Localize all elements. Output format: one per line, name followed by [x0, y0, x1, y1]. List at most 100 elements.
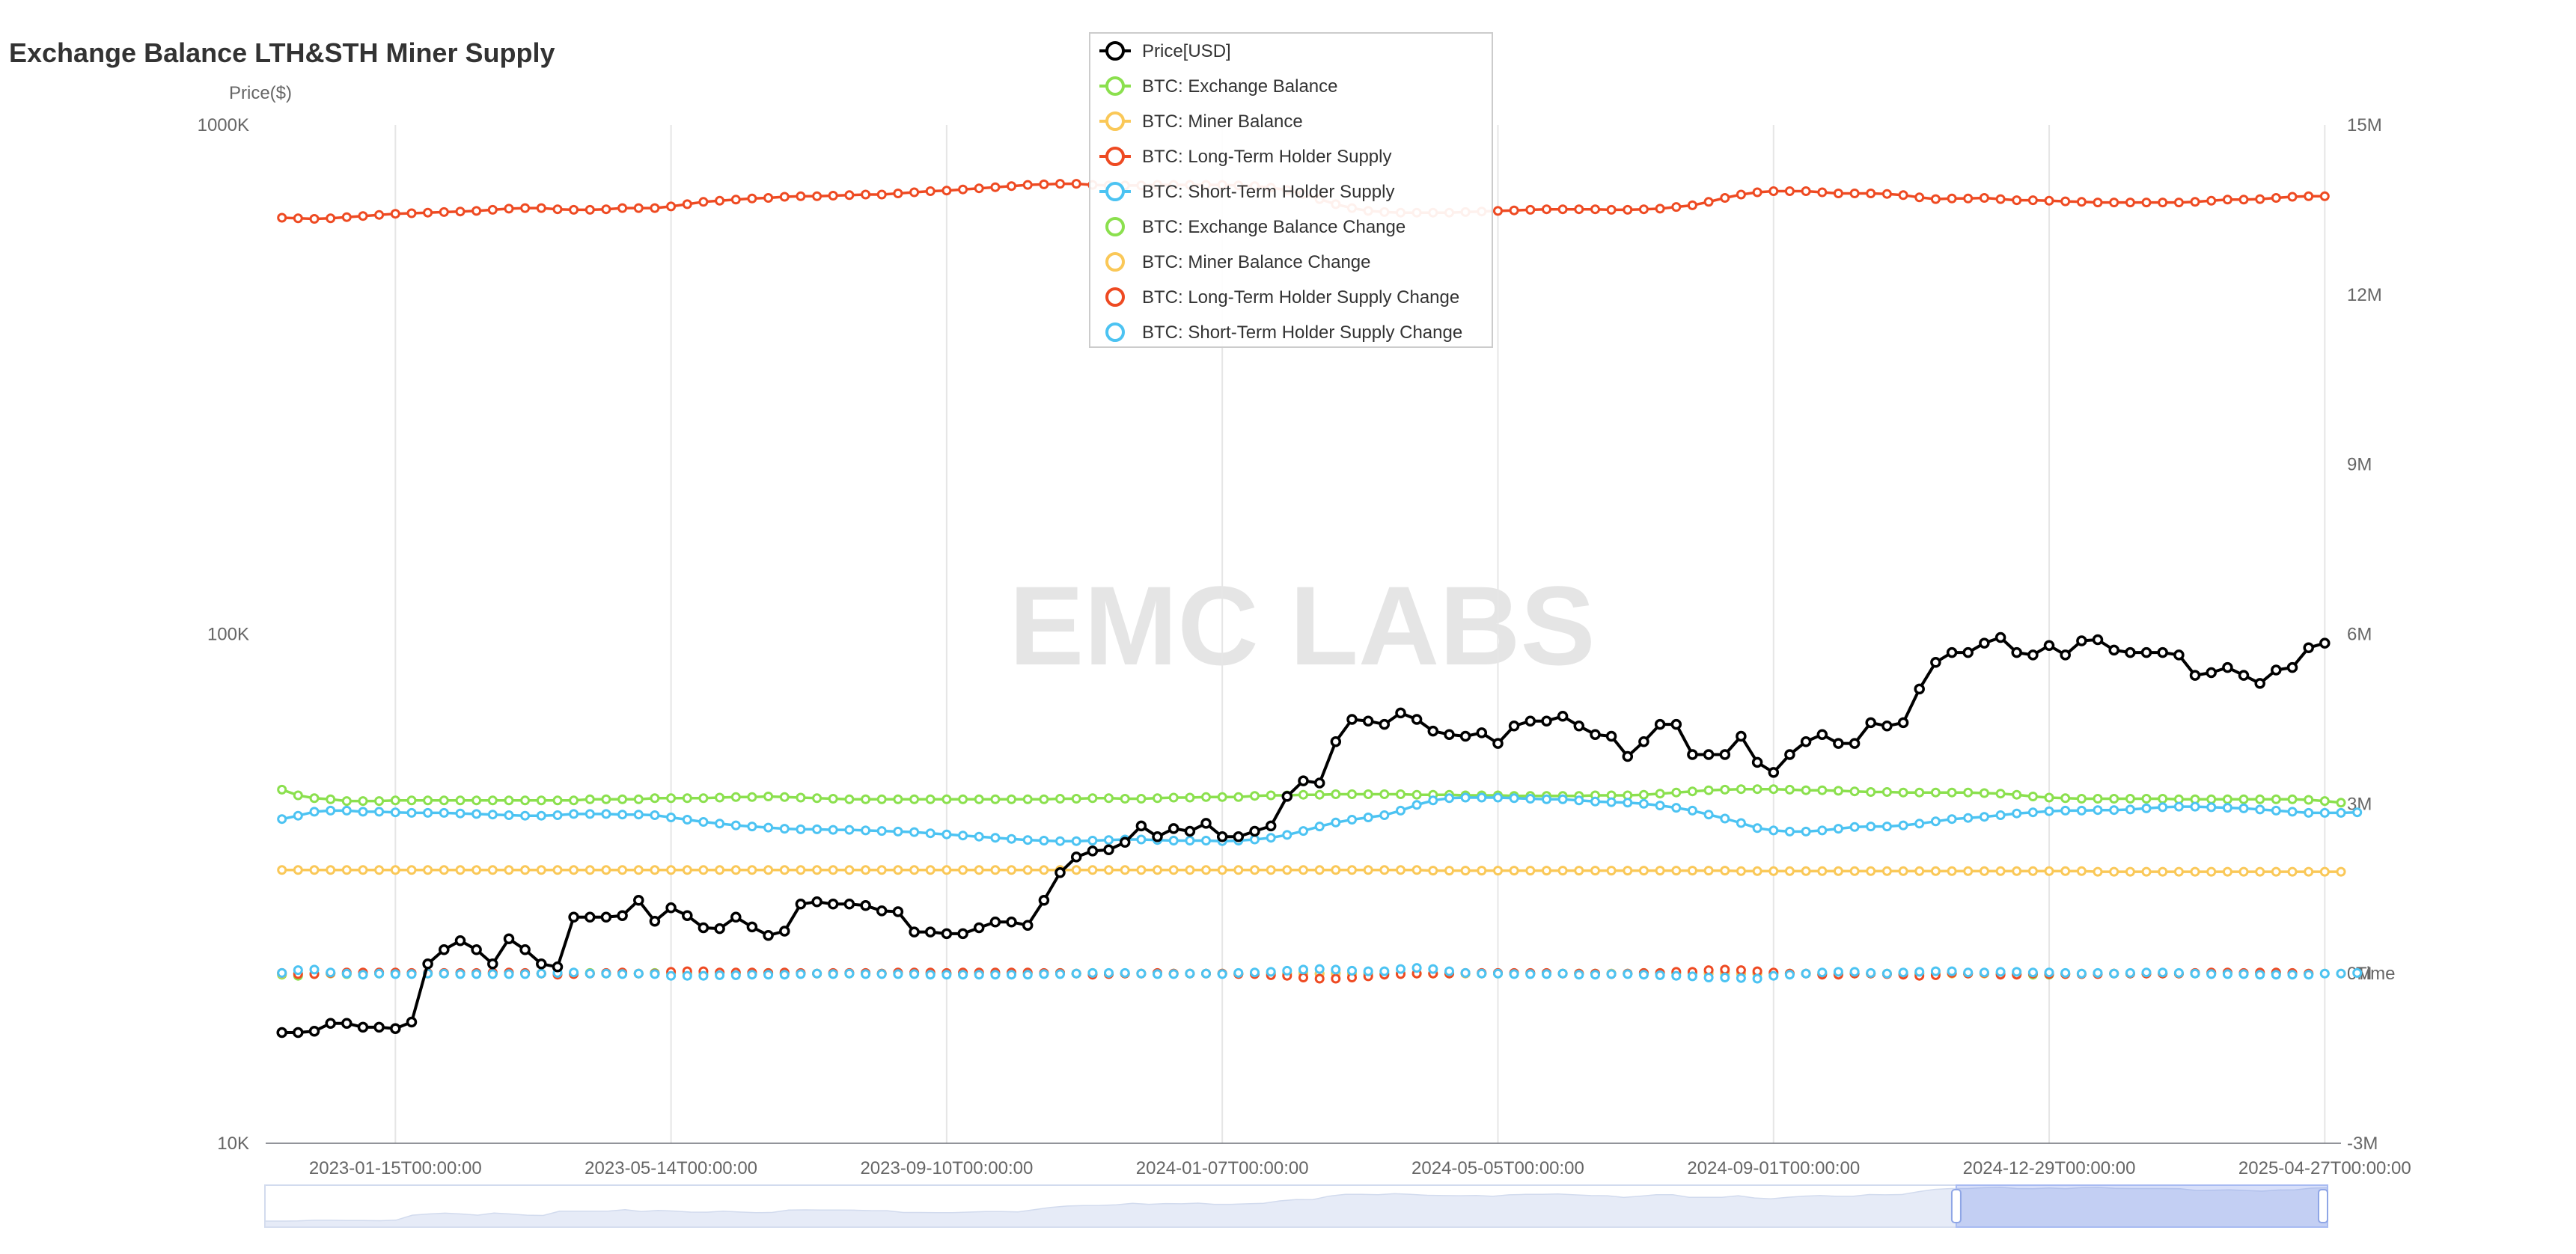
data-point — [1136, 865, 1147, 875]
data-point — [763, 792, 774, 801]
legend-label: BTC: Exchange Balance — [1142, 76, 1337, 97]
data-point — [1736, 818, 1746, 828]
data-point — [487, 810, 498, 820]
data-point — [2060, 196, 2071, 207]
data-point — [1038, 895, 1050, 906]
data-point — [698, 922, 709, 934]
data-point — [1217, 865, 1227, 875]
data-point — [941, 970, 952, 980]
legend-item-btc-long-term-holder-supply[interactable]: BTC: Long-Term Holder Supply — [1099, 147, 1391, 167]
data-point — [1281, 791, 1293, 802]
data-point — [2287, 794, 2298, 804]
data-point — [2271, 664, 2282, 676]
data-point — [293, 1027, 304, 1039]
data-point — [1881, 787, 1892, 797]
data-point — [1979, 866, 1989, 876]
data-point — [876, 826, 887, 836]
data-point — [390, 209, 400, 219]
data-point — [2255, 804, 2265, 815]
data-point — [2109, 198, 2119, 208]
data-point — [1995, 810, 2006, 820]
data-point — [2076, 635, 2087, 646]
data-point — [1768, 970, 1779, 981]
data-point — [649, 915, 661, 927]
series-btc-exchange-balance-change — [277, 967, 2314, 981]
legend-item-btc-miner-balance-change[interactable]: BTC: Miner Balance Change — [1105, 252, 1370, 272]
data-point — [601, 204, 611, 215]
legend-item-btc-long-term-holder-supply-change[interactable]: BTC: Long-Term Holder Supply Change — [1105, 287, 1459, 308]
legend[interactable]: Price[USD] BTC: Exchange Balance BTC: Mine… — [1089, 32, 1493, 348]
data-point — [796, 969, 806, 979]
data-point — [585, 794, 595, 804]
data-point — [1784, 826, 1795, 836]
data-point — [990, 865, 1001, 875]
data-point — [1379, 810, 1390, 820]
data-point — [277, 967, 287, 978]
data-point — [1509, 793, 1519, 804]
data-point — [617, 865, 628, 875]
data-point — [2319, 796, 2330, 807]
data-point — [1800, 735, 1812, 747]
data-point — [1720, 813, 1730, 824]
data-point — [2109, 805, 2119, 816]
data-point — [1039, 794, 1049, 804]
data-point — [1266, 790, 1276, 801]
data-point — [1022, 794, 1033, 804]
data-point — [2093, 967, 2103, 978]
legend-item-price-usd[interactable]: Price[USD] — [1099, 41, 1231, 61]
data-point — [1087, 967, 1098, 978]
legend-circle-icon — [1105, 111, 1125, 131]
data-point — [520, 810, 531, 821]
data-point — [2027, 967, 2038, 978]
data-point — [973, 922, 985, 934]
data-point — [617, 794, 628, 804]
data-point — [1849, 866, 1860, 876]
legend-item-btc-miner-balance[interactable]: BTC: Miner Balance — [1099, 111, 1303, 132]
zoom-handle-end[interactable] — [2318, 1189, 2328, 1223]
data-point — [276, 1027, 287, 1039]
data-point — [293, 810, 303, 821]
legend-item-btc-short-term-holder-supply-change[interactable]: BTC: Short-Term Holder Supply Change — [1105, 322, 1462, 343]
legend-item-btc-exchange-balance[interactable]: BTC: Exchange Balance — [1099, 76, 1337, 97]
legend-circle-icon — [1105, 322, 1125, 342]
data-point — [2158, 967, 2168, 978]
data-point — [2271, 970, 2281, 980]
data-point — [1687, 971, 1697, 982]
data-point — [520, 203, 531, 213]
data-point — [277, 814, 287, 825]
zoom-selected-range — [1955, 1184, 2328, 1228]
data-point — [2238, 866, 2249, 877]
data-point — [1590, 970, 1600, 980]
data-point — [1217, 969, 1227, 979]
data-point — [1136, 834, 1147, 845]
data-point — [2092, 634, 2104, 646]
data-point — [1007, 865, 1016, 875]
data-point — [1590, 729, 1601, 740]
data-point — [1849, 967, 1860, 977]
data-point — [2076, 794, 2087, 804]
data-point — [1914, 192, 1925, 203]
legend-item-btc-exchange-balance-change[interactable]: BTC: Exchange Balance Change — [1105, 217, 1405, 237]
data-point — [2222, 195, 2232, 205]
x-tick-label: 2024-05-05T00:00:00 — [1411, 1158, 1584, 1178]
legend-item-btc-short-term-holder-supply[interactable]: BTC: Short-Term Holder Supply — [1099, 182, 1394, 202]
data-point — [2238, 803, 2249, 813]
data-point — [1152, 831, 1163, 842]
data-point — [2254, 678, 2265, 689]
zoom-handle-start[interactable] — [1950, 1189, 1962, 1223]
data-point — [374, 968, 385, 979]
data-point — [1736, 189, 1746, 200]
data-point — [1801, 866, 1811, 876]
data-point — [1071, 865, 1081, 875]
data-point — [633, 968, 644, 979]
data-point — [893, 826, 903, 836]
data-zoom-slider[interactable] — [264, 1184, 2328, 1228]
legend-label: BTC: Exchange Balance Change — [1142, 217, 1405, 237]
data-point — [1557, 968, 1568, 979]
x-axis-name: Time — [2356, 964, 2395, 984]
data-point — [1493, 792, 1503, 803]
data-point — [2190, 866, 2200, 877]
data-point — [1314, 822, 1325, 832]
data-point — [406, 1016, 418, 1028]
data-point — [1331, 789, 1341, 799]
